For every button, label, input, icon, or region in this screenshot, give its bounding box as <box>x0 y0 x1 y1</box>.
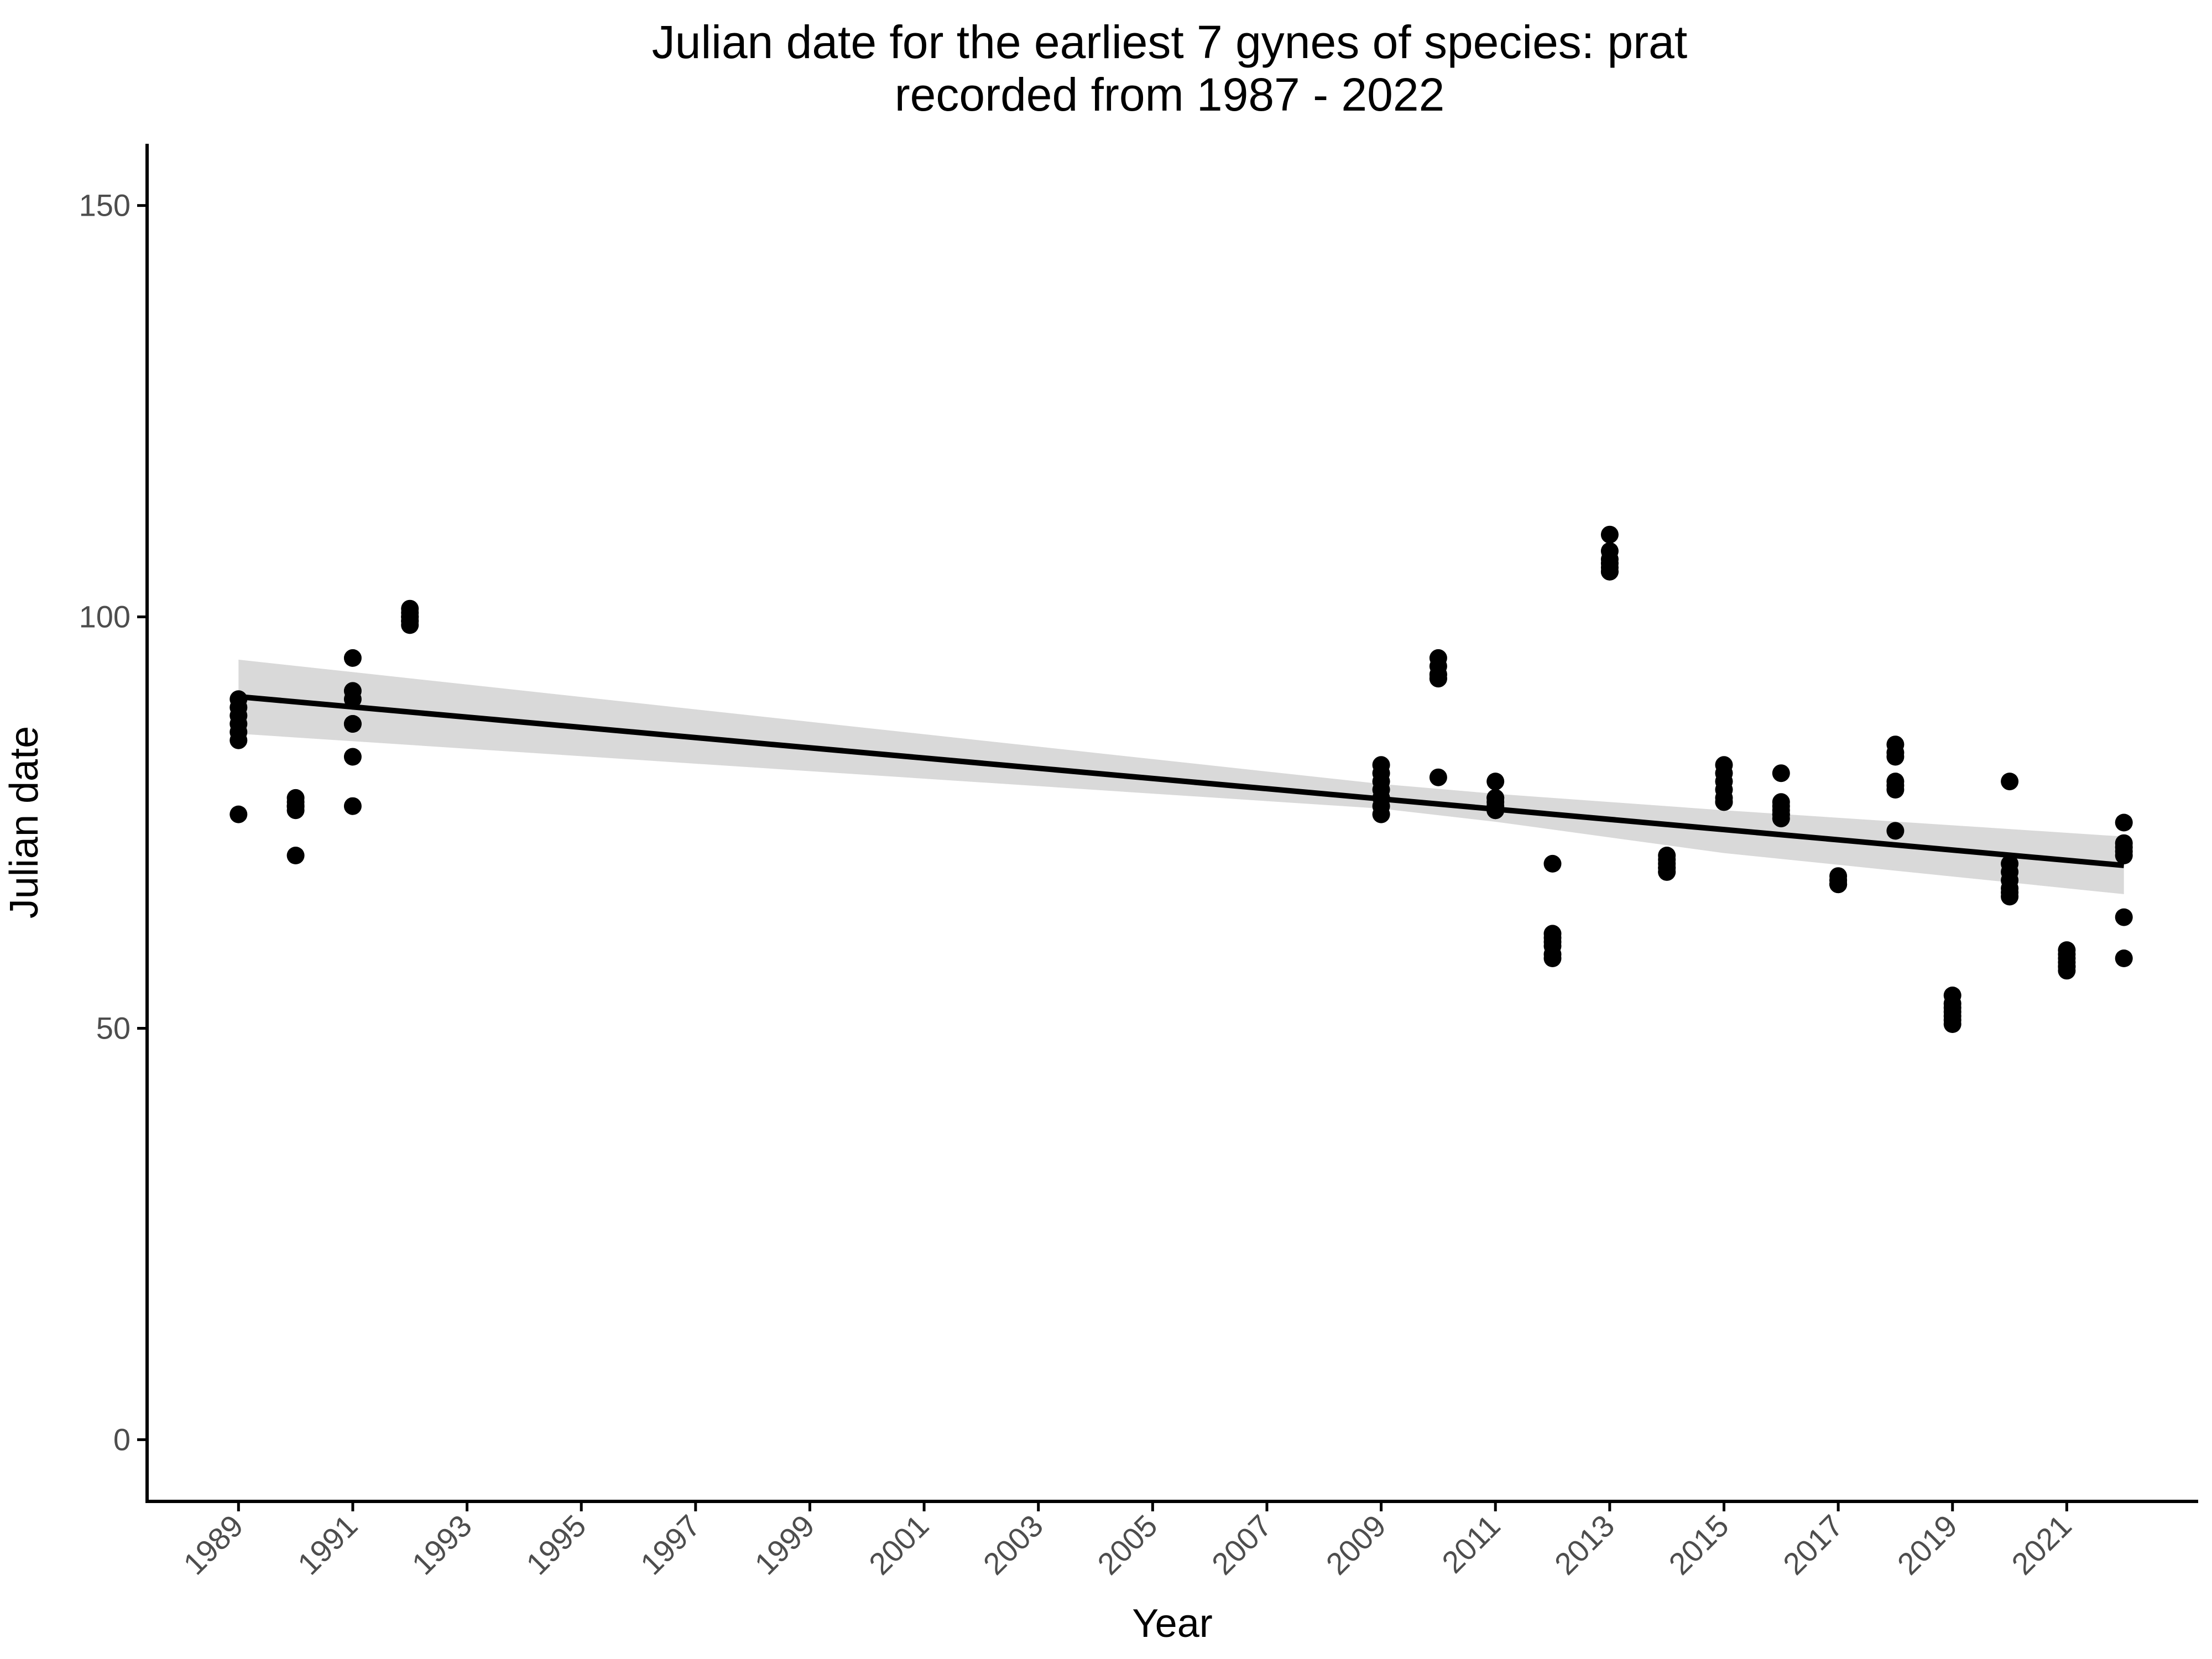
data-point <box>1658 863 1676 881</box>
data-point <box>286 801 305 820</box>
y-tick-label: 150 <box>79 188 131 223</box>
y-tick-label: 100 <box>79 599 131 634</box>
chart-title-line-1: Julian date for the earliest 7 gynes of … <box>652 16 1687 68</box>
data-point <box>401 616 419 634</box>
y-axis-ticks: 0 50 100 150 <box>79 188 147 1457</box>
data-point <box>2001 773 2019 791</box>
data-point <box>343 715 362 733</box>
data-point <box>1772 764 1790 782</box>
data-point <box>1486 801 1505 820</box>
data-point <box>1543 950 1562 967</box>
y-axis-title: Julian date <box>2 726 46 919</box>
data-point <box>1543 854 1562 873</box>
data-point <box>1486 773 1505 791</box>
data-point <box>343 748 362 766</box>
data-point <box>1429 768 1447 786</box>
data-point <box>2115 950 2133 967</box>
confidence-band <box>238 659 2124 894</box>
data-point <box>1429 670 1447 688</box>
data-point <box>2001 888 2019 906</box>
data-point <box>1715 793 1733 811</box>
data-point <box>229 731 248 749</box>
y-tick-label: 50 <box>96 1010 131 1045</box>
data-point <box>1600 562 1619 581</box>
data-point <box>229 805 248 823</box>
trend-line <box>238 693 2125 868</box>
data-point <box>343 797 362 815</box>
data-point <box>1772 810 1790 828</box>
chart-title-line-2: recorded from 1987 - 2022 <box>895 69 1445 121</box>
data-point <box>343 649 362 667</box>
y-tick-label: 0 <box>113 1422 131 1457</box>
data-point <box>2058 962 2076 980</box>
data-point <box>2115 847 2133 864</box>
data-point <box>1600 525 1619 544</box>
data-point <box>286 847 305 864</box>
data-point <box>2115 813 2133 832</box>
data-point <box>1372 805 1390 823</box>
data-point <box>1886 822 1905 840</box>
data-point <box>1886 781 1905 799</box>
data-point <box>1829 875 1848 894</box>
data-point <box>343 690 362 708</box>
data-point <box>2115 908 2133 926</box>
data-point <box>1943 1015 1961 1033</box>
data-point <box>1886 748 1905 766</box>
x-axis-title: Year <box>1132 1601 1212 1646</box>
plot-area <box>229 525 2133 1033</box>
